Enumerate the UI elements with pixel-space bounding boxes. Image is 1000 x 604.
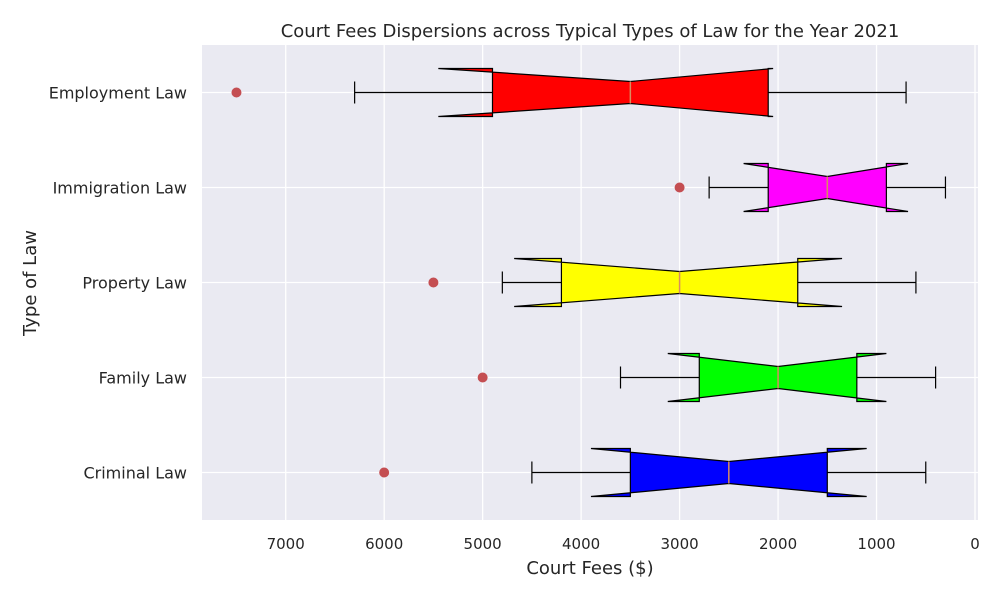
box-family-law [477,352,937,403]
category-label: Property Law [82,274,187,293]
notched-box [438,67,774,118]
x-tick-label: 4000 [562,535,600,553]
x-tick-label: 1000 [857,535,895,553]
box-immigration-law [674,162,947,213]
outlier-point [379,467,390,478]
x-tick-label: 6000 [365,535,403,553]
outlier-point [428,277,439,288]
tick-labels: 7000 6000 5000 4000 3000 2000 1000 0 [267,535,980,553]
outlier-point [477,372,488,383]
notched-box [514,257,843,308]
x-tick-label: 5000 [464,535,502,553]
category-label: Criminal Law [83,464,187,483]
box-series [231,67,947,498]
category-label: Employment Law [49,84,187,103]
outlier-point [674,182,685,193]
x-axis-label: Court Fees ($) [526,558,653,579]
notched-box [667,352,887,403]
box-criminal-law [379,447,927,498]
category-label: Immigration Law [53,179,187,198]
x-tick-label: 2000 [759,535,797,553]
outlier-point [231,87,242,98]
box-employment-law [231,67,907,118]
category-label: Family Law [99,369,187,388]
notched-box [743,162,909,213]
x-tick-label: 3000 [660,535,698,553]
category-labels: Employment Law Immigration Law Property La… [49,84,187,483]
x-tick-label: 7000 [267,535,305,553]
y-axis-label: Type of Law [20,230,41,337]
box-property-law [428,257,917,308]
x-tick-label: 0 [970,535,980,553]
chart-title: Court Fees Dispersions across Typical Ty… [281,21,900,42]
